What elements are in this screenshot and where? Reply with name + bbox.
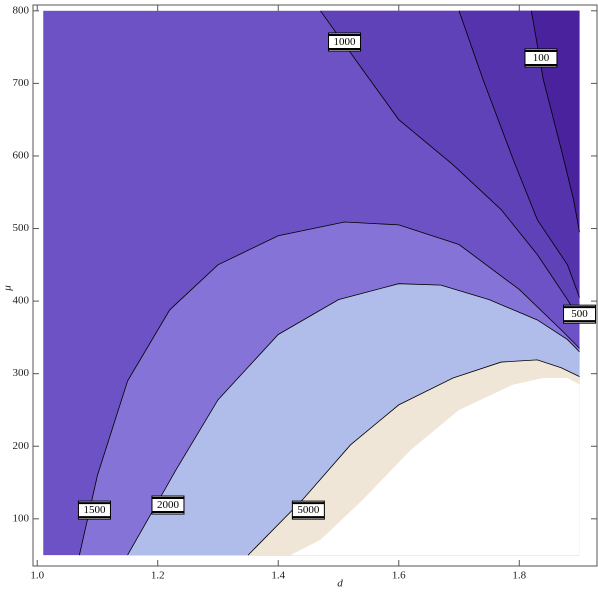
y-tick-label: 700 <box>13 77 30 89</box>
y-tick-label: 300 <box>13 367 30 379</box>
contour-label: 1500 <box>77 500 111 520</box>
undefined-region <box>290 378 580 556</box>
y-tick-label: 100 <box>13 512 30 524</box>
x-tick-label: 1.8 <box>512 570 526 582</box>
contour-label: 2000 <box>151 495 185 515</box>
contour-line <box>247 359 580 556</box>
y-tick-label: 600 <box>13 149 30 161</box>
x-axis-label: d <box>337 578 343 590</box>
contour-label: 1000 <box>328 32 362 52</box>
contour-level: 1500 <box>83 504 106 516</box>
y-tick-label: 500 <box>13 222 30 234</box>
y-tick-label: 800 <box>13 4 30 16</box>
x-tick-label: 1.4 <box>271 570 285 582</box>
contour-label: 500 <box>563 304 597 324</box>
label-box <box>563 304 597 324</box>
contour-line <box>127 283 580 556</box>
contour-level: 5000 <box>297 504 320 516</box>
contour-level: 2000 <box>157 499 180 511</box>
plot-area: 1000 500 100 1500 2000 5000 <box>43 10 597 556</box>
x-tick-label: 1.2 <box>151 570 165 582</box>
y-tick-label: 200 <box>13 440 30 452</box>
x-tick-label: 1.0 <box>30 570 44 582</box>
contour-level: 100 <box>533 52 550 64</box>
frame <box>32 4 598 567</box>
contour-label: 5000 <box>291 500 325 520</box>
label-box <box>328 32 362 52</box>
contour-level: 1000 <box>334 36 357 48</box>
y-axis-label: μ <box>2 285 14 292</box>
contour-line <box>320 10 580 321</box>
contour-level: 500 <box>571 308 588 320</box>
label-box <box>524 48 558 68</box>
y-tick-label: 400 <box>13 295 30 307</box>
contour-line <box>79 221 580 556</box>
x-tick-label: 1.6 <box>392 570 406 582</box>
label-box <box>77 500 111 520</box>
contour-label: 100 <box>524 48 558 68</box>
label-box <box>151 495 185 515</box>
contour-line <box>458 10 580 298</box>
label-box <box>291 500 325 520</box>
